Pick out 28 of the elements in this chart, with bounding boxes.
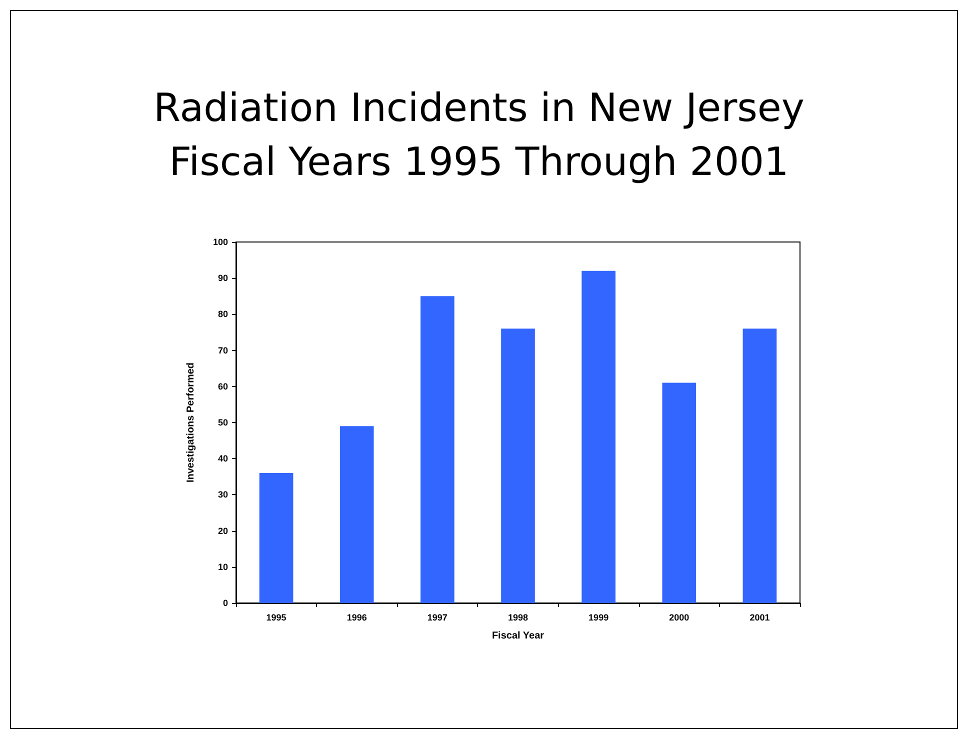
bar [662, 382, 696, 603]
y-tick-label: 50 [218, 418, 228, 428]
x-tick-label: 1999 [588, 612, 609, 622]
y-tick-label: 80 [218, 309, 228, 320]
chart-title: Radiation Incidents in New Jersey Fiscal Years 1995 Through 2001 [152, 85, 806, 187]
bar [742, 328, 777, 603]
bar [259, 473, 294, 603]
bar [340, 426, 374, 603]
x-axis-title: Fiscal Year [492, 630, 544, 642]
x-tick-label: 1997 [427, 612, 448, 622]
y-tick-label: 90 [218, 273, 228, 284]
y-tick-label: 10 [218, 562, 228, 572]
bar [501, 328, 535, 603]
x-tick-label: 1996 [346, 612, 367, 622]
y-tick-label: 40 [218, 454, 228, 464]
y-tick-label: 70 [218, 345, 228, 356]
y-tick-label: 20 [218, 526, 228, 536]
y-axis-title: Investigations Performed [186, 362, 196, 483]
bar [420, 296, 454, 603]
y-tick-label: 30 [218, 490, 228, 500]
y-tick-label: 100 [212, 237, 228, 247]
x-tick-label: 1995 [266, 612, 286, 622]
x-tick-label: 2001 [750, 612, 770, 622]
x-tick-label: 2000 [669, 612, 690, 622]
bar [582, 270, 616, 603]
y-tick-label: 60 [218, 381, 228, 392]
y-tick-label: 0 [222, 598, 228, 608]
x-tick-label: 1998 [508, 612, 528, 622]
